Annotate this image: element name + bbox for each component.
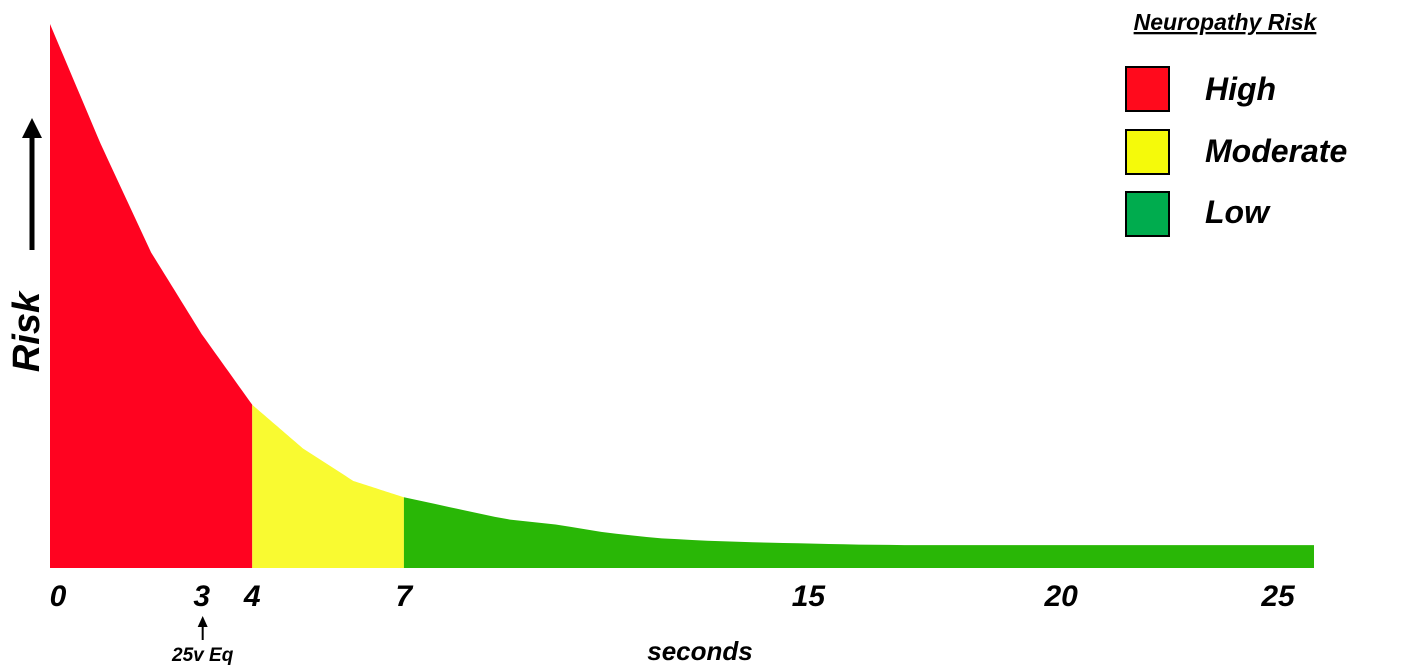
band-high [50, 24, 253, 568]
legend: Neuropathy Risk High Moderate Low [1125, 9, 1347, 237]
band-moderate [252, 404, 404, 568]
legend-title: Neuropathy Risk [1134, 9, 1318, 35]
x-tick-label-3: 3 [193, 580, 210, 613]
x-tick-label-20: 20 [1044, 580, 1079, 613]
x-tick-label-15: 15 [792, 580, 827, 613]
band-low [403, 497, 1314, 568]
legend-swatch-moderate [1125, 129, 1170, 175]
legend-swatch-high [1125, 66, 1170, 112]
legend-swatch-low [1125, 191, 1170, 237]
x-tick-label-25: 25 [1260, 580, 1296, 613]
annotation-25v-eq: 25v Eq [171, 616, 234, 666]
x-tick-label-7: 7 [396, 580, 414, 613]
legend-label-low: Low [1205, 194, 1271, 230]
legend-label-moderate: Moderate [1205, 133, 1347, 169]
annotation-label: 25v Eq [171, 645, 234, 666]
y-axis-label: Risk [6, 290, 48, 372]
risk-bands [50, 24, 1314, 568]
x-axis-label: seconds [647, 636, 753, 666]
x-tick-label-0: 0 [50, 580, 67, 613]
x-tick-label-4: 4 [243, 580, 261, 613]
x-tick-labels: 0 3 4 7 15 20 25 [50, 580, 1296, 613]
legend-label-high: High [1205, 71, 1276, 107]
y-axis-arrow [22, 118, 42, 250]
